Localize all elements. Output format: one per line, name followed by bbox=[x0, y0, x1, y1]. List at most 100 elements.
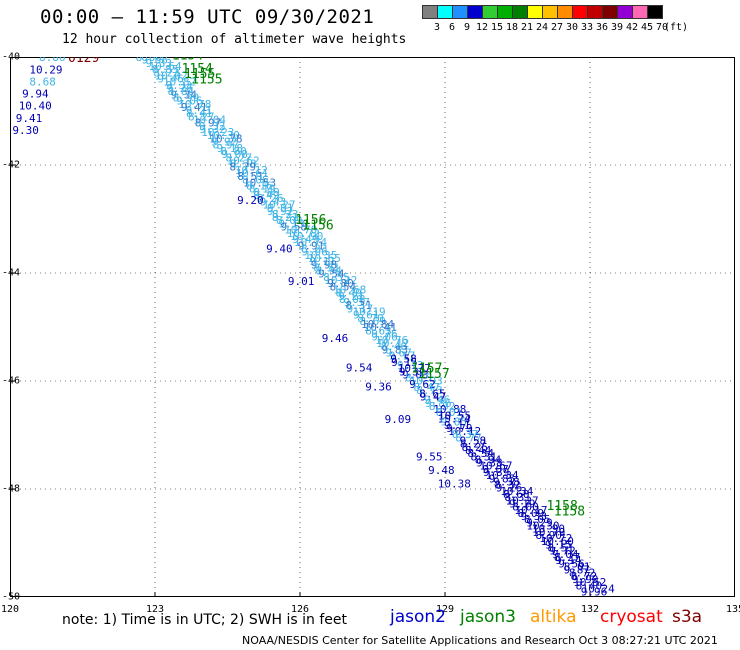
wave-height-track-label: 10.19 bbox=[353, 305, 386, 318]
wave-height-track-label: 9.80 bbox=[327, 277, 354, 290]
wave-height-track-label: 9.91 bbox=[298, 239, 325, 252]
wave-height-track-label: 8.09 bbox=[518, 507, 545, 520]
wave-height-label: 9.54 bbox=[346, 362, 373, 375]
color-swatch bbox=[437, 5, 453, 19]
color-swatch bbox=[617, 5, 633, 19]
wave-height-track-label: 9.38 bbox=[476, 457, 503, 470]
footer-credit: NOAA/NESDIS Center for Satellite Applica… bbox=[242, 634, 718, 647]
color-scale-labels: 3 6 9 12 15 18 21 24 27 30 33 36 39 42 45 70 (ft) bbox=[422, 22, 740, 34]
map-subtitle: 12 hour collection of altimeter wave hei… bbox=[62, 32, 407, 47]
wave-height-track-label: 9.34 bbox=[170, 88, 197, 101]
wave-height-track-label: 8.80 bbox=[220, 145, 247, 158]
wave-height-label: 10.38 bbox=[438, 478, 471, 491]
wave-height-track-label: 10.77 bbox=[398, 362, 431, 375]
wave-height-track-label: 8.09 bbox=[276, 214, 303, 227]
color-scale bbox=[422, 5, 663, 19]
color-swatch bbox=[512, 5, 528, 19]
color-scale-tick: 70 bbox=[655, 22, 669, 33]
color-swatch bbox=[527, 5, 543, 19]
wave-height-label: 9.30 bbox=[12, 124, 38, 137]
color-swatch bbox=[587, 5, 603, 19]
color-scale-tick: 30 bbox=[565, 22, 579, 33]
wave-height-track-label: 8.05 bbox=[524, 513, 551, 526]
wave-height-track-label: 9.79 bbox=[446, 422, 473, 435]
wave-height-track-label: 9.33 bbox=[520, 510, 547, 523]
wave-height-label: 9.94 bbox=[22, 88, 49, 101]
wave-height-track-label: 10.30 bbox=[207, 129, 240, 142]
wave-height-track-label: 8.84 bbox=[168, 85, 195, 98]
legend-altika: altika bbox=[530, 607, 577, 627]
time-label: 1158 bbox=[547, 499, 578, 514]
wave-height-track-label: 8.60 bbox=[503, 488, 530, 501]
time-label: 1157 bbox=[411, 362, 442, 377]
longitude-label: 123 bbox=[145, 604, 165, 615]
wave-height-track-label: 10.84 bbox=[361, 318, 394, 331]
wave-height-track-label: 8.51 bbox=[547, 542, 574, 555]
wave-height-track-label: 9.98 bbox=[311, 258, 338, 271]
wave-height-track-label: 10.62 bbox=[227, 154, 260, 167]
wave-height-track-label: 9.47 bbox=[420, 390, 447, 403]
wave-height-track-label: 8.01 bbox=[436, 406, 463, 419]
color-swatch bbox=[572, 5, 588, 19]
wave-height-track-label: 8.23 bbox=[301, 243, 328, 256]
wave-height-track-label: 9.26 bbox=[167, 82, 194, 95]
wave-height-track-label: 8.31 bbox=[470, 450, 497, 463]
wave-height-track-label: 10.72 bbox=[539, 532, 572, 545]
color-scale-tick: 42 bbox=[625, 22, 639, 33]
color-scale-tick: 27 bbox=[550, 22, 564, 33]
wave-height-track-label: 9.61 bbox=[353, 309, 380, 322]
wave-height-label: 10.40 bbox=[19, 100, 52, 113]
wave-height-track-label: 10.55 bbox=[438, 409, 471, 422]
wave-height-label: 9.41 bbox=[16, 112, 43, 125]
wave-height-track-label: 8.94 bbox=[475, 453, 502, 466]
wave-height-track-label: 10.53 bbox=[243, 176, 276, 189]
wave-height-track-label: 8.21 bbox=[272, 211, 299, 224]
wave-height-track-label: 9.08 bbox=[221, 148, 248, 161]
wave-height-track-label: 10.61 bbox=[236, 167, 269, 180]
wave-height-track-label: 8.69 bbox=[359, 315, 386, 328]
wave-height-track-label: 8.27 bbox=[460, 438, 487, 451]
map-plot-area: 9.689.3310.648.858.2310.029.4610.829.339… bbox=[10, 57, 735, 597]
wave-height-track-label: 8.54 bbox=[330, 280, 357, 293]
wave-height-track-label: 9.13 bbox=[278, 217, 305, 230]
color-scale-tick: 9 bbox=[463, 22, 471, 33]
latitude-label: -42 bbox=[2, 159, 21, 171]
wave-height-track-label: 9.96 bbox=[301, 246, 328, 259]
wave-height-track-label: 9.72 bbox=[549, 545, 576, 558]
wave-height-track-label: 9.04 bbox=[552, 548, 579, 561]
longitude-label: 126 bbox=[290, 604, 310, 615]
color-swatch bbox=[422, 5, 438, 19]
wave-height-track-label: 9.46 bbox=[424, 394, 451, 407]
wave-height-track-label: 10.04 bbox=[193, 113, 226, 126]
latitude-label: -50 bbox=[2, 591, 21, 603]
wave-height-track-label: 10.74 bbox=[438, 412, 471, 425]
wave-height-label: 9.48 bbox=[428, 464, 455, 477]
wave-height-track-label: 9.92 bbox=[211, 136, 238, 149]
wave-height-track-label: 10.74 bbox=[294, 236, 327, 249]
wave-height-track-label: 8.70 bbox=[357, 312, 384, 325]
wave-height-track-label: 9.58 bbox=[281, 221, 308, 234]
wave-height-track-label: 10.70 bbox=[284, 224, 317, 237]
color-scale-tick: 21 bbox=[520, 22, 534, 33]
wave-height-track-label: 10.34 bbox=[485, 469, 518, 482]
time-label: 1157 bbox=[418, 367, 449, 382]
wave-height-track-label: 9.32 bbox=[199, 120, 226, 133]
wave-height-track-label: 8.85 bbox=[152, 63, 179, 76]
wave-height-track-label: 10.30 bbox=[526, 520, 559, 533]
wave-height-track-label: 10.12 bbox=[376, 337, 409, 350]
wave-height-track-label: 9.58 bbox=[390, 353, 417, 366]
wave-height-track-label: 10.34 bbox=[500, 485, 533, 498]
color-scale-tick: 45 bbox=[640, 22, 654, 33]
time-label: 1156 bbox=[302, 218, 333, 233]
wave-height-track-label: 8.77 bbox=[455, 431, 482, 444]
wave-height-track-label: 10.72 bbox=[287, 227, 320, 240]
wave-height-track-label: 9.17 bbox=[389, 350, 416, 363]
wave-height-track-label: 8.34 bbox=[468, 447, 495, 460]
color-scale-tick: 15 bbox=[490, 22, 504, 33]
wave-height-track-label: 9.01 bbox=[267, 202, 294, 215]
wave-height-track-label: 8.79 bbox=[230, 161, 257, 174]
wave-height-track-label: 9.15 bbox=[545, 538, 572, 551]
latitude-label: -40 bbox=[2, 51, 21, 63]
wave-height-track-label: 8.73 bbox=[416, 384, 443, 397]
wave-height-track-label: 8.27 bbox=[554, 551, 581, 564]
